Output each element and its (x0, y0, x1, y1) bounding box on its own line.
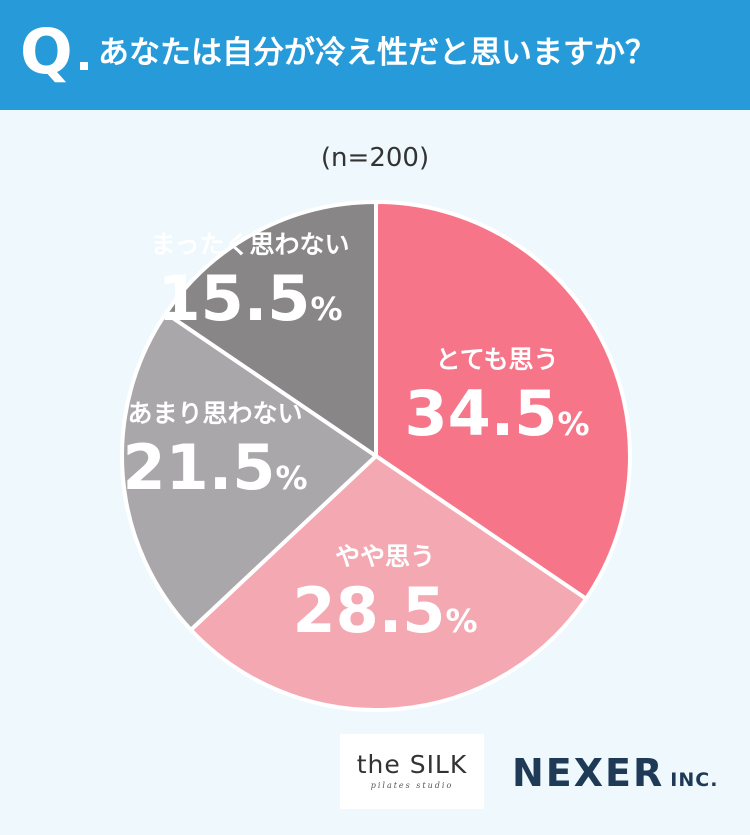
slice-label-mattaku: まったく思わない 15.5% (125, 228, 375, 346)
q-mark: Q (20, 15, 73, 88)
slice-unit: % (275, 459, 308, 497)
slice-value: 21.5 (122, 431, 276, 504)
slice-percent: 34.5% (382, 377, 612, 461)
slice-percent: 28.5% (270, 574, 500, 658)
slice-percent: 15.5% (125, 262, 375, 346)
silk-logo-main: the SILK (356, 750, 468, 779)
slice-name: まったく思わない (150, 230, 350, 259)
slice-value: 34.5 (404, 377, 558, 450)
question-text: あなたは自分が冷え性だと思いますか？ (98, 35, 656, 71)
slice-name: やや思う (334, 542, 435, 571)
question-header: Q あなたは自分が冷え性だと思いますか？ (0, 0, 750, 110)
slice-name: あまり思わない (127, 399, 303, 428)
slice-percent: 21.5% (100, 431, 330, 515)
nexer-logo-suffix: INC. (670, 769, 719, 791)
slice-name: とても思う (435, 345, 559, 374)
pie-slice-amari (120, 311, 378, 632)
nexer-logo: NEXER INC. (512, 751, 718, 803)
q-dot (80, 62, 88, 70)
sample-size: (n=200) (320, 143, 430, 173)
the-silk-logo: the SILK pilates studio (340, 734, 484, 809)
slice-unit: % (557, 405, 590, 443)
slice-unit: % (445, 602, 478, 640)
slice-label-totemo: とても思う 34.5% (382, 343, 612, 461)
silk-logo-sub: pilates studio (370, 781, 454, 790)
slice-value: 28.5 (292, 574, 446, 647)
nexer-logo-main: NEXER (512, 751, 665, 795)
pie-slice-yaya (188, 454, 589, 712)
slice-value: 15.5 (157, 262, 311, 335)
slice-label-yaya: やや思う 28.5% (270, 540, 500, 658)
pie-slice-mattaku (163, 200, 378, 458)
slice-unit: % (310, 290, 343, 328)
slice-label-amari: あまり思わない 21.5% (100, 397, 330, 515)
pie-slice-totemo (374, 200, 632, 601)
